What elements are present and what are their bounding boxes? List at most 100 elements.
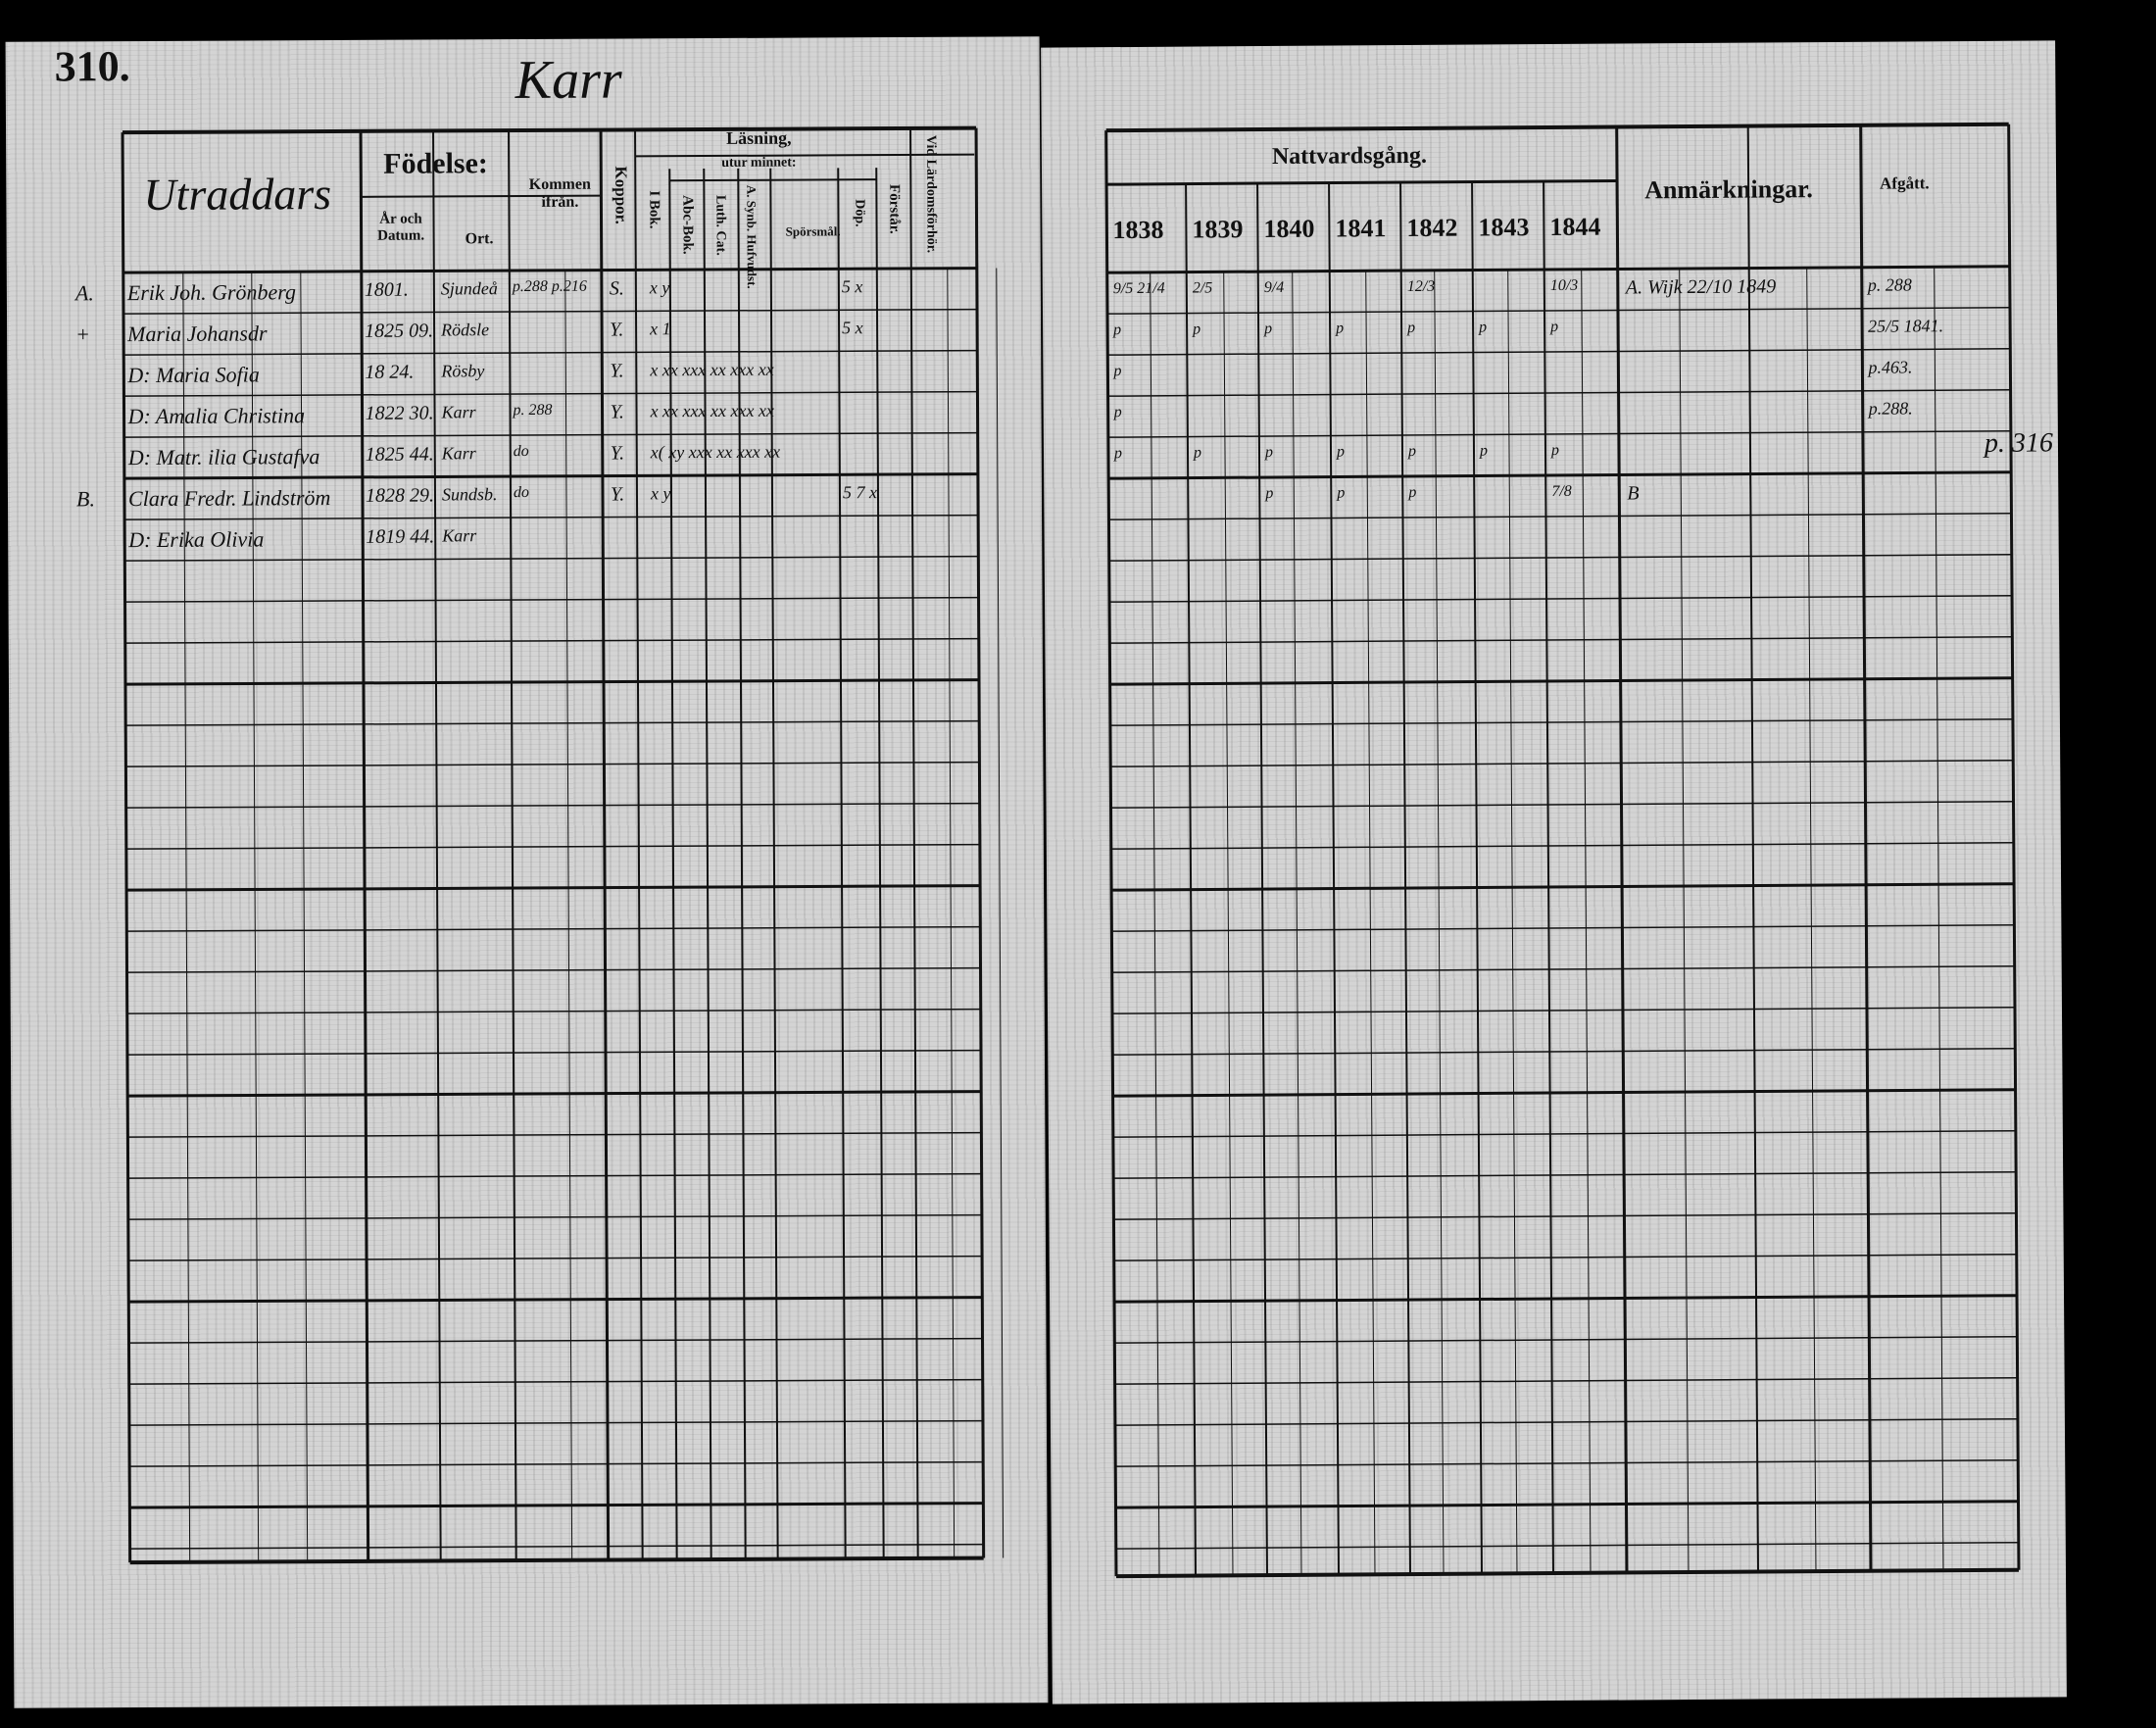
row-line [1115, 1458, 2019, 1467]
communion-mark: p [1407, 442, 1417, 461]
ruling-line [1679, 269, 1690, 1573]
communion-mark: p [1336, 443, 1346, 461]
year-header: 1839 [1192, 215, 1244, 244]
row-line [123, 431, 978, 438]
column-line [837, 168, 847, 1559]
koppor-value: Y. [610, 442, 625, 465]
communion-mark: p [1113, 321, 1122, 339]
table-border [122, 125, 977, 135]
ruling-line [1806, 268, 1817, 1572]
communion-mark: p [1479, 319, 1488, 336]
header-fodelse: Födelse: [383, 147, 488, 180]
communion-mark: p [1264, 443, 1274, 462]
row-line [1114, 1417, 2018, 1426]
row-line [1109, 717, 2013, 726]
page-number: 310. [54, 42, 130, 91]
column-line [1746, 125, 1759, 1572]
row-line [123, 472, 978, 480]
row-line [128, 1296, 983, 1304]
header-vid-larodomsforhor: Vid Lärdomsförhör. [923, 134, 939, 254]
communion-mark: p [1408, 483, 1417, 502]
column-line [1859, 124, 1873, 1571]
person-name: Clara Fredr. Lindström [127, 485, 331, 512]
column-line [508, 130, 517, 1561]
header-divider [122, 267, 977, 274]
ruling-line [182, 272, 191, 1562]
birth-year-date: 1825 44. [365, 443, 434, 466]
row-line [124, 514, 979, 520]
header-forstar: Förstår. [886, 183, 903, 234]
departure-note: p.463. [1868, 357, 1913, 377]
column-line [1185, 183, 1198, 1576]
communion-mark: 2/5 [1192, 279, 1213, 297]
birth-place: Karr [441, 443, 476, 464]
row-line [1109, 676, 2013, 686]
communion-mark: p [1113, 404, 1122, 421]
row-line [1113, 1170, 2017, 1179]
header-i-bok: I Bok. [646, 190, 662, 229]
row-line [127, 1131, 982, 1138]
row-line [129, 1460, 984, 1467]
row-line [129, 1543, 984, 1550]
header-dop: Döp. [852, 199, 867, 227]
year-header: 1844 [1549, 212, 1601, 242]
row-line [123, 308, 978, 315]
birth-year-date: 1825 09. [365, 320, 434, 342]
column-line [703, 169, 712, 1560]
came-from: do [513, 442, 529, 461]
reading-marks: x xx xxx xx xxx xx [650, 400, 774, 421]
header-utur-minnet: utur minnet: [721, 155, 797, 171]
row-line [1114, 1376, 2018, 1385]
person-name: D: Amalia Christina [127, 403, 306, 429]
reading-marks: x y [649, 277, 670, 298]
ruling-line [1365, 271, 1376, 1575]
column-line [2007, 123, 2021, 1570]
column-line [668, 169, 678, 1560]
row-line [1107, 306, 2010, 315]
ruling-line [1581, 269, 1592, 1573]
row-line [126, 1049, 981, 1056]
row-line [126, 884, 981, 892]
right-table-grid [1104, 122, 2021, 1579]
koppor-value: Y. [610, 401, 624, 423]
koppor-value: Y. [610, 483, 625, 506]
ruling-line [564, 270, 573, 1560]
year-header: 1842 [1406, 213, 1458, 243]
row-line [123, 349, 978, 356]
row-line [125, 719, 980, 726]
column-line [974, 127, 986, 1558]
person-name: D: Maria Sofia [127, 362, 260, 388]
remark: B [1627, 482, 1640, 505]
column-line [1471, 181, 1483, 1574]
communion-mark: 9/5 21/4 [1112, 279, 1165, 298]
birth-place: Sundsb. [441, 484, 498, 505]
year-header: 1843 [1478, 213, 1530, 242]
row-line [1109, 635, 2013, 644]
row-line [1108, 470, 2012, 480]
header-kommen-ifran: Kommen ifrån. [528, 175, 591, 211]
row-mark: + [75, 321, 91, 347]
communion-mark: p [1193, 321, 1201, 338]
lasning-divider [635, 153, 975, 158]
column-line [1256, 183, 1268, 1576]
row-line [1114, 1335, 2018, 1344]
row-line [1115, 1500, 2019, 1509]
header-sporsmal: Spörsmål. [785, 223, 841, 239]
row-line [1112, 1129, 2016, 1138]
header-ort: Ort. [465, 230, 494, 248]
row-line [126, 1008, 981, 1014]
koppor-value: Y. [610, 360, 624, 382]
koppor-value: S. [609, 277, 624, 300]
row-line [1113, 1253, 2017, 1261]
communion-mark: p [1113, 363, 1122, 380]
column-line [1104, 130, 1118, 1577]
year-header: 1841 [1335, 214, 1387, 243]
person-name: Maria Johansdr [127, 321, 268, 347]
reading-marks: x xx xxx xx xxx xx [650, 359, 774, 380]
row-mark: A. [74, 280, 94, 306]
communion-mark: p [1479, 442, 1489, 460]
column-line [1543, 181, 1554, 1574]
row-line [1108, 512, 2012, 520]
row-line [126, 925, 981, 932]
row-line [128, 1337, 983, 1344]
